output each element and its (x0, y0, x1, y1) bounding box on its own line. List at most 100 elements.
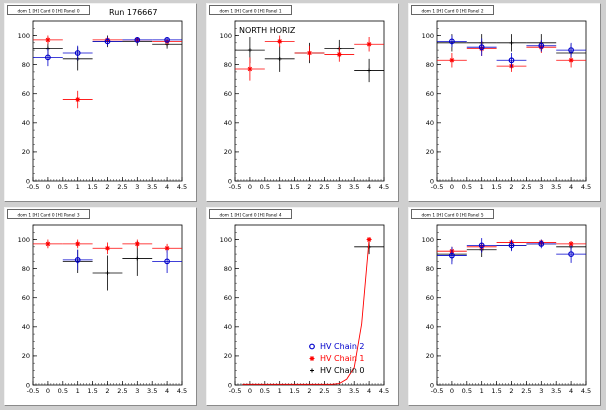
x-tick-label: 2.5 (117, 387, 127, 395)
x-tick-label: 0 (46, 183, 50, 191)
x-axis: -0.5 0 0.5 1 1.5 2 2.5 3 3.5 4 4.5 (431, 177, 591, 191)
data-point (105, 245, 110, 251)
x-tick-label: 4.5 (177, 387, 187, 395)
legend: HV Chain 2 HV Chain 1 HV Chain 0 (309, 342, 365, 375)
y-axis: 0 20 40 60 80 100 (220, 224, 239, 389)
x-tick-label: 0.5 (260, 387, 270, 395)
data-point (164, 258, 171, 265)
pad-bevel-dark (4, 3, 197, 202)
x-tick-label: 4.5 (379, 183, 389, 191)
y-tick-label: 60 (426, 294, 434, 302)
y-tick-label: 20 (224, 352, 232, 360)
data-point (366, 237, 372, 243)
x-tick-label: 0.5 (462, 387, 472, 395)
x-tick-label: 4.5 (581, 387, 591, 395)
histogram-title: dom 1 [H] Card 0 [H] Panel 5 (421, 212, 483, 218)
y-tick-label: 40 (22, 119, 30, 127)
x-tick-label: 3 (539, 183, 543, 191)
pad-bevel-light (4, 3, 197, 202)
x-tick-label: 1 (480, 387, 484, 395)
x-axis: -0.5 0 0.5 1 1.5 2 2.5 3 3.5 4 4.5 (27, 381, 187, 395)
y-axis: 0 20 40 60 80 100 (220, 20, 239, 185)
x-axis: -0.5 0 0.5 1 1.5 2 2.5 3 3.5 4 4.5 (229, 177, 389, 191)
x-tick-label: 1 (480, 183, 484, 191)
plot-svg: dom 1 [H] Card 0 [H] Panel 1-0.5 0 0.5 1 1.5… (206, 3, 399, 202)
plot-panel-4: dom 1 [H] Card 0 [H] Panel 4 -0.5 0 0.5 1 1.5… (206, 207, 399, 406)
series-hv-chain-1 (235, 35, 384, 81)
y-tick-label: 20 (22, 148, 30, 156)
y-tick-label: 60 (224, 90, 232, 98)
data-point (134, 241, 140, 247)
plot-svg: dom 1 [H] Card 0 [H] Panel 2-0.5 0 0.5 1 1.5… (408, 3, 601, 202)
data-point (336, 51, 342, 57)
data-point (538, 42, 545, 49)
x-axis: -0.5 0 0.5 1 1.5 2 2.5 3 3.5 4 4.5 (431, 381, 591, 395)
legend-marker (309, 356, 315, 361)
series-hv-chain-2 (33, 37, 182, 67)
y-tick-label: 80 (426, 61, 434, 69)
series-hv-chain-2 (437, 238, 586, 265)
y-tick-label: 20 (22, 352, 30, 360)
x-tick-label: 2 (509, 183, 513, 191)
plot-panel-2: dom 1 [H] Card 0 [H] Panel 2 -0.5 0 0.5 1 1.5… (408, 3, 601, 202)
x-tick-label: -0.5 (27, 387, 40, 395)
y-tick-label: 100 (220, 236, 232, 244)
y-tick-label: 20 (426, 148, 434, 156)
data-point (508, 57, 515, 64)
data-point (74, 50, 81, 56)
pad-bevel-light (408, 207, 601, 406)
x-tick-label: 2 (307, 183, 311, 191)
x-tick-label: 3.5 (551, 387, 561, 395)
x-tick-label: 0.5 (462, 183, 472, 191)
data-point (449, 57, 455, 63)
data-point (277, 56, 282, 61)
y-tick-label: 20 (224, 148, 232, 156)
histogram-title: dom 1 [H] Card 0 [H] Panel 2 (421, 8, 483, 14)
y-tick-label: 40 (426, 323, 434, 331)
data-point (538, 241, 545, 247)
pad-bevel-light (206, 3, 399, 202)
data-point (508, 242, 515, 249)
histogram-title-box (7, 209, 90, 219)
x-tick-label: 4 (165, 387, 169, 395)
data-point (568, 57, 574, 63)
x-tick-label: 0.5 (260, 183, 270, 191)
series-hv-chain-2 (437, 35, 586, 68)
y-tick-label: 0 (430, 381, 434, 389)
data-point (568, 47, 575, 53)
x-tick-label: 3.5 (147, 183, 157, 191)
pad-bevel-dark (408, 207, 601, 406)
pad-background (408, 3, 601, 202)
x-tick-label: 1.5 (87, 387, 97, 395)
x-tick-label: 0.5 (58, 387, 68, 395)
data-point (449, 252, 455, 259)
data-point (74, 257, 81, 263)
pad-background (4, 207, 197, 406)
x-tick-label: 2 (307, 387, 311, 395)
x-tick-label: 1 (278, 183, 282, 191)
y-tick-label: 100 (422, 32, 434, 40)
x-tick-label: 4 (367, 183, 371, 191)
plot-panel-1: dom 1 [H] Card 0 [H] Panel 1 -0.5 0 0.5 1 1.5… (206, 3, 399, 202)
y-tick-label: 100 (220, 32, 232, 40)
x-tick-label: 0 (248, 183, 252, 191)
x-tick-label: 3.5 (349, 183, 359, 191)
series-line (242, 239, 370, 385)
y-tick-label: 80 (22, 265, 30, 273)
data-point (247, 66, 253, 72)
x-tick-label: -0.5 (27, 183, 40, 191)
plot-svg: dom 1 [H] Card 0 [H] Panel 5-0.5 0 0.5 1 1.5… (408, 207, 601, 406)
y-tick-label: 20 (426, 352, 434, 360)
data-point (367, 68, 372, 73)
y-tick-label: 80 (22, 61, 30, 69)
x-tick-label: 3.5 (349, 387, 359, 395)
y-tick-label: 0 (228, 177, 232, 185)
y-axis: 0 20 40 60 80 100 (18, 20, 37, 185)
y-tick-label: 60 (22, 294, 30, 302)
plot-panel-5: dom 1 [H] Card 0 [H] Panel 5 -0.5 0 0.5 1 1.5… (408, 207, 601, 406)
data-point (164, 245, 170, 251)
x-tick-label: 4.5 (379, 387, 389, 395)
y-tick-label: 60 (224, 294, 232, 302)
pad-bevel-light (408, 3, 601, 202)
histogram-title-box (209, 209, 292, 219)
